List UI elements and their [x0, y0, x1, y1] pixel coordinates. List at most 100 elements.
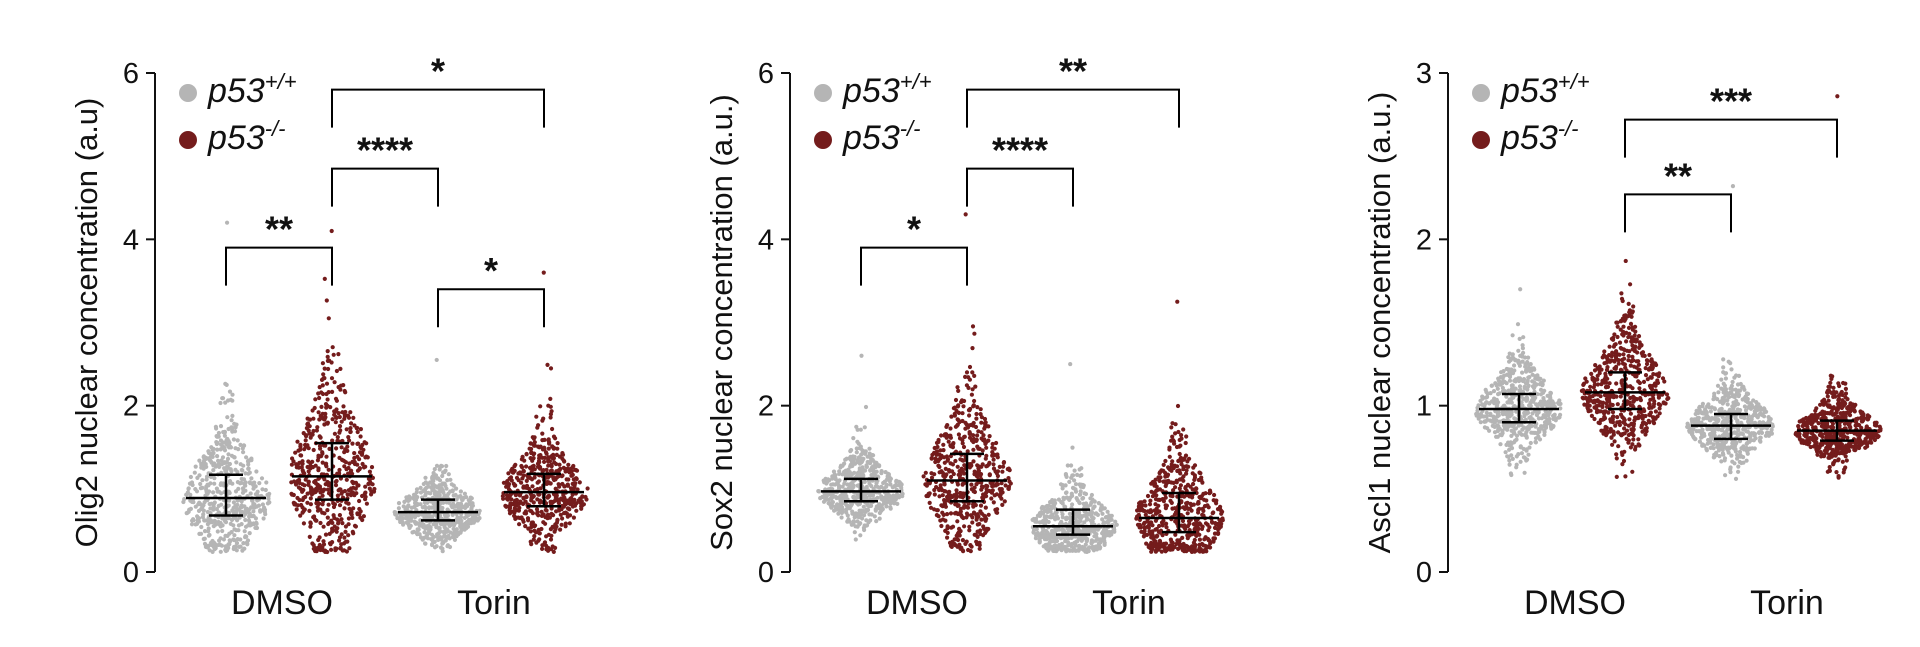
data-point [456, 506, 461, 511]
data-point [991, 462, 996, 467]
significance-label: * [907, 209, 921, 250]
data-point [423, 480, 428, 485]
data-point [443, 528, 448, 533]
data-point [1181, 474, 1186, 479]
data-point [1163, 474, 1168, 479]
data-point [336, 352, 341, 357]
data-point [548, 396, 553, 401]
data-point [506, 471, 511, 476]
data-point [900, 491, 905, 496]
data-point [418, 535, 424, 540]
data-point [359, 452, 365, 457]
data-point [569, 473, 574, 478]
data-point [205, 509, 210, 515]
data-point [231, 437, 236, 442]
data-point [413, 520, 418, 525]
data-point [1185, 482, 1191, 487]
data-point [251, 521, 256, 527]
data-point [974, 416, 979, 421]
data-point [994, 440, 999, 446]
data-point [230, 481, 235, 486]
data-point [330, 389, 335, 394]
data-point [955, 385, 960, 390]
data-point [1191, 522, 1196, 527]
data-point [862, 451, 867, 456]
data-point [217, 538, 222, 543]
data-point [514, 497, 519, 503]
data-point [1139, 529, 1144, 534]
error-bar [504, 472, 584, 508]
data-point [854, 450, 859, 455]
data-point [234, 505, 239, 510]
data-point [1150, 479, 1155, 485]
data-point [942, 489, 947, 494]
data-point [979, 415, 985, 420]
data-point [963, 374, 968, 379]
data-point [355, 429, 360, 435]
data-point [1532, 382, 1537, 387]
data-point [219, 491, 224, 496]
data-point [1034, 527, 1039, 532]
data-point [429, 542, 435, 548]
data-point [1173, 422, 1178, 427]
data-point [553, 522, 558, 527]
data-point [218, 400, 223, 406]
data-point [884, 504, 889, 509]
significance-bracket: * [860, 209, 968, 286]
data-point [953, 397, 959, 403]
data-point [948, 511, 954, 516]
data-point [967, 524, 972, 529]
data-point [1177, 437, 1182, 443]
data-point [1137, 522, 1142, 528]
data-point [1163, 470, 1168, 476]
data-point [1073, 482, 1079, 487]
data-point [1078, 489, 1083, 494]
data-point [945, 511, 950, 517]
data-point [1072, 468, 1077, 473]
data-point [418, 485, 423, 490]
data-point [310, 432, 315, 437]
data-point [235, 537, 240, 542]
data-point [506, 483, 511, 488]
data-point [1505, 372, 1510, 377]
data-point [557, 484, 562, 489]
data-point [207, 501, 212, 507]
data-point [320, 502, 325, 507]
data-point [330, 438, 335, 443]
data-point [578, 500, 583, 505]
data-point [999, 496, 1004, 501]
data-point [873, 464, 878, 470]
data-point [940, 493, 945, 498]
data-point [827, 478, 832, 483]
data-point [316, 410, 321, 415]
data-point [554, 452, 559, 457]
x-category-label: Torin [1750, 584, 1824, 622]
data-point [960, 548, 965, 553]
data-point [1517, 376, 1523, 381]
data-point [867, 451, 872, 456]
data-point [549, 462, 554, 467]
data-point [234, 541, 240, 546]
data-point [1060, 512, 1065, 517]
data-point [574, 476, 579, 481]
data-point [330, 520, 335, 526]
data-point [298, 444, 303, 449]
series-points-p53-wt [816, 353, 905, 542]
data-point [437, 483, 442, 488]
data-point [982, 416, 988, 422]
data-point [196, 508, 202, 513]
data-point [446, 472, 451, 477]
data-point [1511, 389, 1516, 394]
data-point [1653, 409, 1658, 414]
error-bar [1033, 508, 1113, 536]
data-point [443, 534, 448, 539]
data-point [1181, 541, 1186, 547]
data-point [193, 464, 198, 469]
data-point [950, 445, 956, 450]
data-point [219, 481, 224, 486]
data-point [964, 383, 970, 388]
data-point [1619, 291, 1624, 296]
data-point [534, 540, 539, 545]
data-point [430, 532, 435, 537]
data-point [531, 500, 536, 505]
